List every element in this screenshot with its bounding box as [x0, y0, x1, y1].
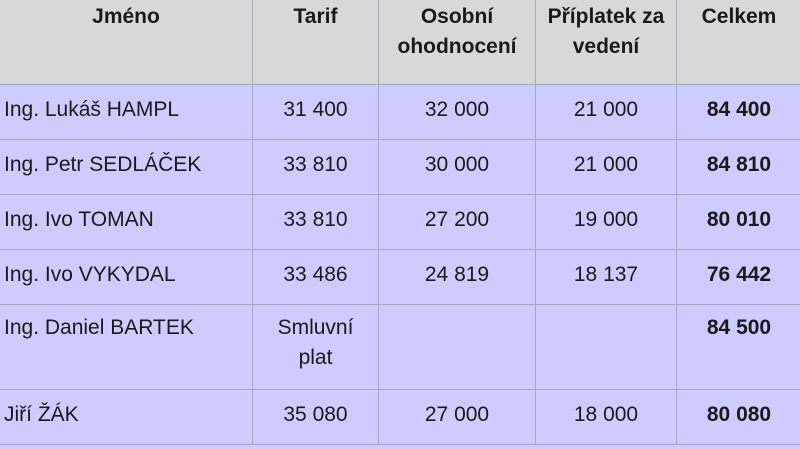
- header-name: Jméno: [0, 0, 253, 85]
- tarif-cell: Smluvní plat: [252, 304, 379, 390]
- header-osobni: Osobní ohodnocení: [378, 0, 536, 85]
- table-row: Jiří ŽÁK 35 080 27 000 18 000 80 080: [0, 389, 800, 445]
- tarif-cell: 33 810: [252, 194, 379, 250]
- priplatek-cell: 21 000: [535, 84, 677, 140]
- osobni-cell: [378, 304, 536, 390]
- header-row: Jméno Tarif Osobní ohodnocení Příplatek …: [0, 0, 800, 85]
- name-cell: Jiří ŽÁK: [0, 389, 253, 445]
- name-cell: Ing. Daniel BARTEK: [0, 304, 253, 390]
- name-cell: Ing. Lukáš HAMPL: [0, 84, 253, 140]
- table-row: Ing. Ivo TOMAN 33 810 27 200 19 000 80 010: [0, 194, 800, 250]
- tarif-cell: 33 486: [252, 249, 379, 305]
- celkem-cell: 80 080: [676, 389, 800, 445]
- celkem-cell: 76 442: [676, 249, 800, 305]
- tarif-cell: 31 400: [252, 84, 379, 140]
- table-row: Ing. Ivo VYKYDAL 33 486 24 819 18 137 76 442: [0, 249, 800, 305]
- osobni-cell: 27 200: [378, 194, 536, 250]
- name-cell: Ing. Ivo VYKYDAL: [0, 249, 253, 305]
- celkem-cell: 84 810: [676, 139, 800, 195]
- osobni-cell: 27 000: [378, 389, 536, 445]
- celkem-cell: 84 400: [676, 84, 800, 140]
- priplatek-cell: 21 000: [535, 139, 677, 195]
- priplatek-cell: 19 000: [535, 194, 677, 250]
- table-row: Ing. Lukáš HAMPL 31 400 32 000 21 000 84 400: [0, 84, 800, 140]
- celkem-cell: 84 500: [676, 304, 800, 390]
- priplatek-cell: 18 000: [535, 389, 677, 445]
- header-tarif: Tarif: [252, 0, 379, 85]
- osobni-cell: 24 819: [378, 249, 536, 305]
- priplatek-cell: [535, 304, 677, 390]
- priplatek-cell: 18 137: [535, 249, 677, 305]
- name-cell: Ing. Ivo TOMAN: [0, 194, 253, 250]
- table-row: Ing. Daniel BARTEK Smluvní plat 84 500: [0, 304, 800, 390]
- header-celkem: Celkem: [676, 0, 800, 85]
- osobni-cell: 30 000: [378, 139, 536, 195]
- table-row: Ing. Petr SEDLÁČEK 33 810 30 000 21 000 84 8…: [0, 139, 800, 195]
- osobni-cell: 32 000: [378, 84, 536, 140]
- celkem-cell: 80 010: [676, 194, 800, 250]
- tarif-cell: 35 080: [252, 389, 379, 445]
- header-priplatek: Příplatek za vedení: [535, 0, 677, 85]
- name-cell: Ing. Petr SEDLÁČEK: [0, 139, 253, 195]
- tarif-cell: 33 810: [252, 139, 379, 195]
